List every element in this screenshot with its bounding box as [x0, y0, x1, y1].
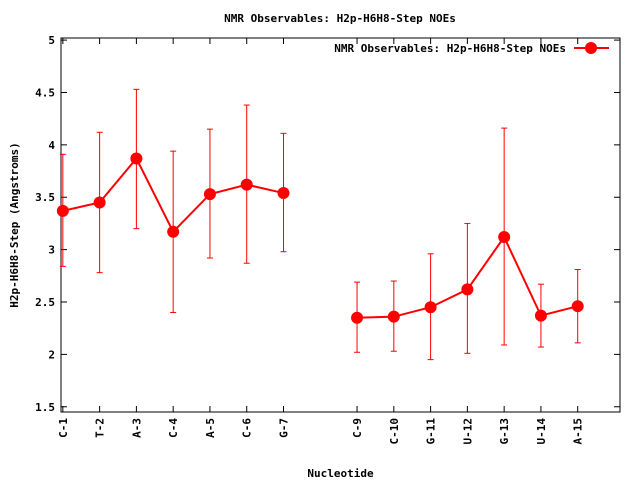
x-axis-label: Nucleotide	[307, 467, 374, 480]
data-point	[534, 309, 547, 322]
x-tick-label: C-10	[388, 418, 401, 445]
y-tick-label: 5	[48, 34, 55, 47]
data-point	[571, 300, 584, 313]
series	[56, 88, 584, 361]
x-tick-label: G-7	[277, 418, 290, 438]
y-tick-label: 2.5	[35, 296, 55, 309]
x-tick-label: A-15	[572, 418, 585, 445]
x-tick-label: A-5	[204, 418, 217, 438]
y-axis: 1.5 2 2.5 3 3.5 4 4.5 5	[35, 34, 620, 414]
data-point	[277, 187, 290, 200]
x-tick-label: U-12	[461, 418, 474, 445]
legend-label: NMR Observables: H2p-H6H8-Step NOEs	[334, 42, 566, 55]
x-axis: C-1 T-2 A-3 C-4 A-5 C-6 G-7 C-9 C-10 G-11 U-12 G-13…	[57, 38, 585, 445]
y-tick-label: 2	[48, 348, 55, 361]
legend-marker-swatch	[585, 42, 597, 54]
data-point	[167, 225, 180, 238]
plot-frame	[60, 37, 621, 413]
x-tick-label: A-3	[130, 418, 143, 438]
chart-title: NMR Observables: H2p-H6H8-Step NOEs	[224, 12, 456, 25]
x-tick-label: G-11	[425, 418, 438, 445]
x-tick-label: T-2	[94, 418, 107, 438]
data-point	[351, 311, 364, 324]
x-tick-label: G-13	[498, 418, 511, 445]
x-tick-label: C-6	[241, 418, 254, 438]
data-point	[130, 152, 143, 165]
data-point	[461, 283, 474, 296]
x-tick-label: C-4	[167, 418, 180, 438]
x-tick-label: U-14	[535, 418, 548, 445]
data-point	[56, 204, 69, 217]
y-tick-label: 4.5	[35, 86, 55, 99]
y-tick-label: 4	[48, 139, 55, 152]
data-point	[498, 231, 511, 244]
y-tick-label: 3	[48, 244, 55, 257]
data-point	[93, 196, 106, 209]
data-point	[203, 188, 216, 201]
legend: NMR Observables: H2p-H6H8-Step NOEs	[334, 42, 609, 55]
y-tick-label: 1.5	[35, 401, 55, 414]
x-tick-label: C-1	[57, 418, 70, 438]
x-tick-label: C-9	[351, 418, 364, 438]
data-point	[240, 178, 253, 191]
data-point	[387, 310, 400, 323]
y-axis-label: H2p-H6H8-Step (Angstroms)	[8, 142, 21, 308]
y-tick-label: 3.5	[35, 191, 55, 204]
data-point	[424, 301, 437, 314]
